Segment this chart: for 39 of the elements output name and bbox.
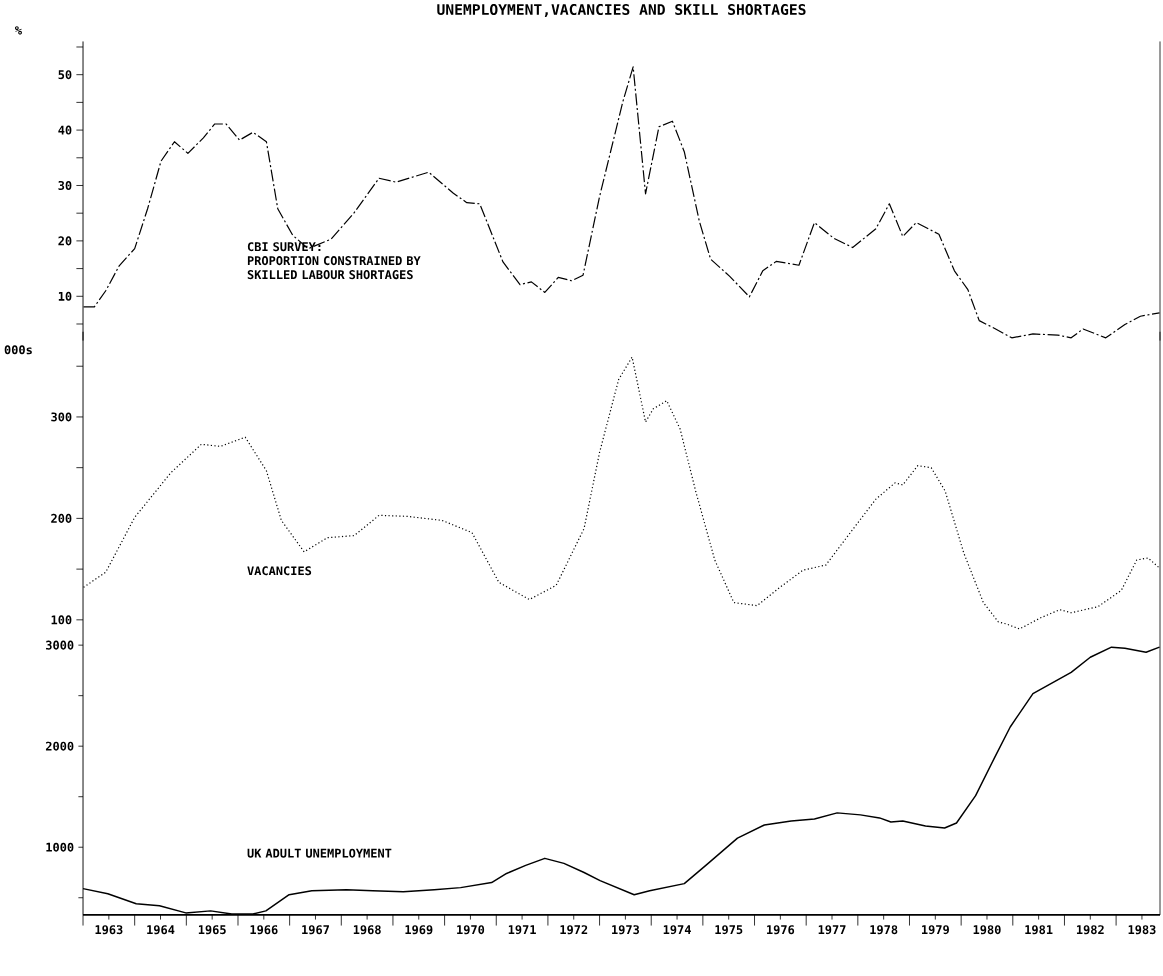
x-tick-label: 1965 [198,925,226,935]
x-tick-label: 1974 [663,925,691,935]
x-tick-label: 1964 [147,925,175,935]
x-tick-label: 1978 [870,925,898,935]
x-tick-label: 1963 [95,925,123,935]
y-tick-label: 30 [58,180,72,190]
x-tick-label: 1976 [767,925,795,935]
chart-title: UNEMPLOYMENT,VACANCIES AND SKILL SHORTAGES [437,3,806,17]
y-tick-label: 3000 [46,640,74,650]
x-tick-label: 1983 [1128,925,1156,935]
y-tick-label: 200 [51,513,72,523]
y-axis-title: 000s [4,345,32,355]
series-label: CBI SURVEY: [247,242,321,252]
x-tick-label: 1979 [922,925,949,935]
y-tick-label: 20 [58,236,72,246]
y-tick-label: 100 [51,615,72,625]
y-axis-title: % [14,26,22,35]
x-tick-label: 1972 [560,925,588,935]
y-tick-label: 300 [51,412,72,422]
series-label: VACANCIES [247,566,312,576]
y-tick-label: 2000 [45,741,74,751]
x-tick-label: 1973 [612,925,640,935]
x-tick-label: 1971 [508,925,536,935]
x-tick-label: 1968 [353,925,381,935]
x-tick-label: 1967 [302,925,329,935]
x-tick-label: 1981 [1025,925,1053,935]
annotation: PROPORTION CONSTRAINED BY SKILLED LABOUR SHORTAGES [247,256,421,280]
x-tick-label: 1982 [1076,925,1104,935]
y-tick-label: 40 [58,125,72,135]
x-tick-label: 1975 [715,925,743,935]
text: UK ADULT UNEMPLOYMENT [247,848,392,858]
x-tick-label: 1977 [818,925,846,935]
x-tick-label: 1980 [973,925,1001,935]
y-tick-label: 1000 [46,842,74,852]
y-tick-label: 10 [58,291,72,301]
y-tick-label: 50 [58,70,72,80]
x-tick-label: 1966 [250,925,278,935]
x-tick-label: 1970 [457,925,485,935]
x-tick-label: 1969 [405,925,433,935]
